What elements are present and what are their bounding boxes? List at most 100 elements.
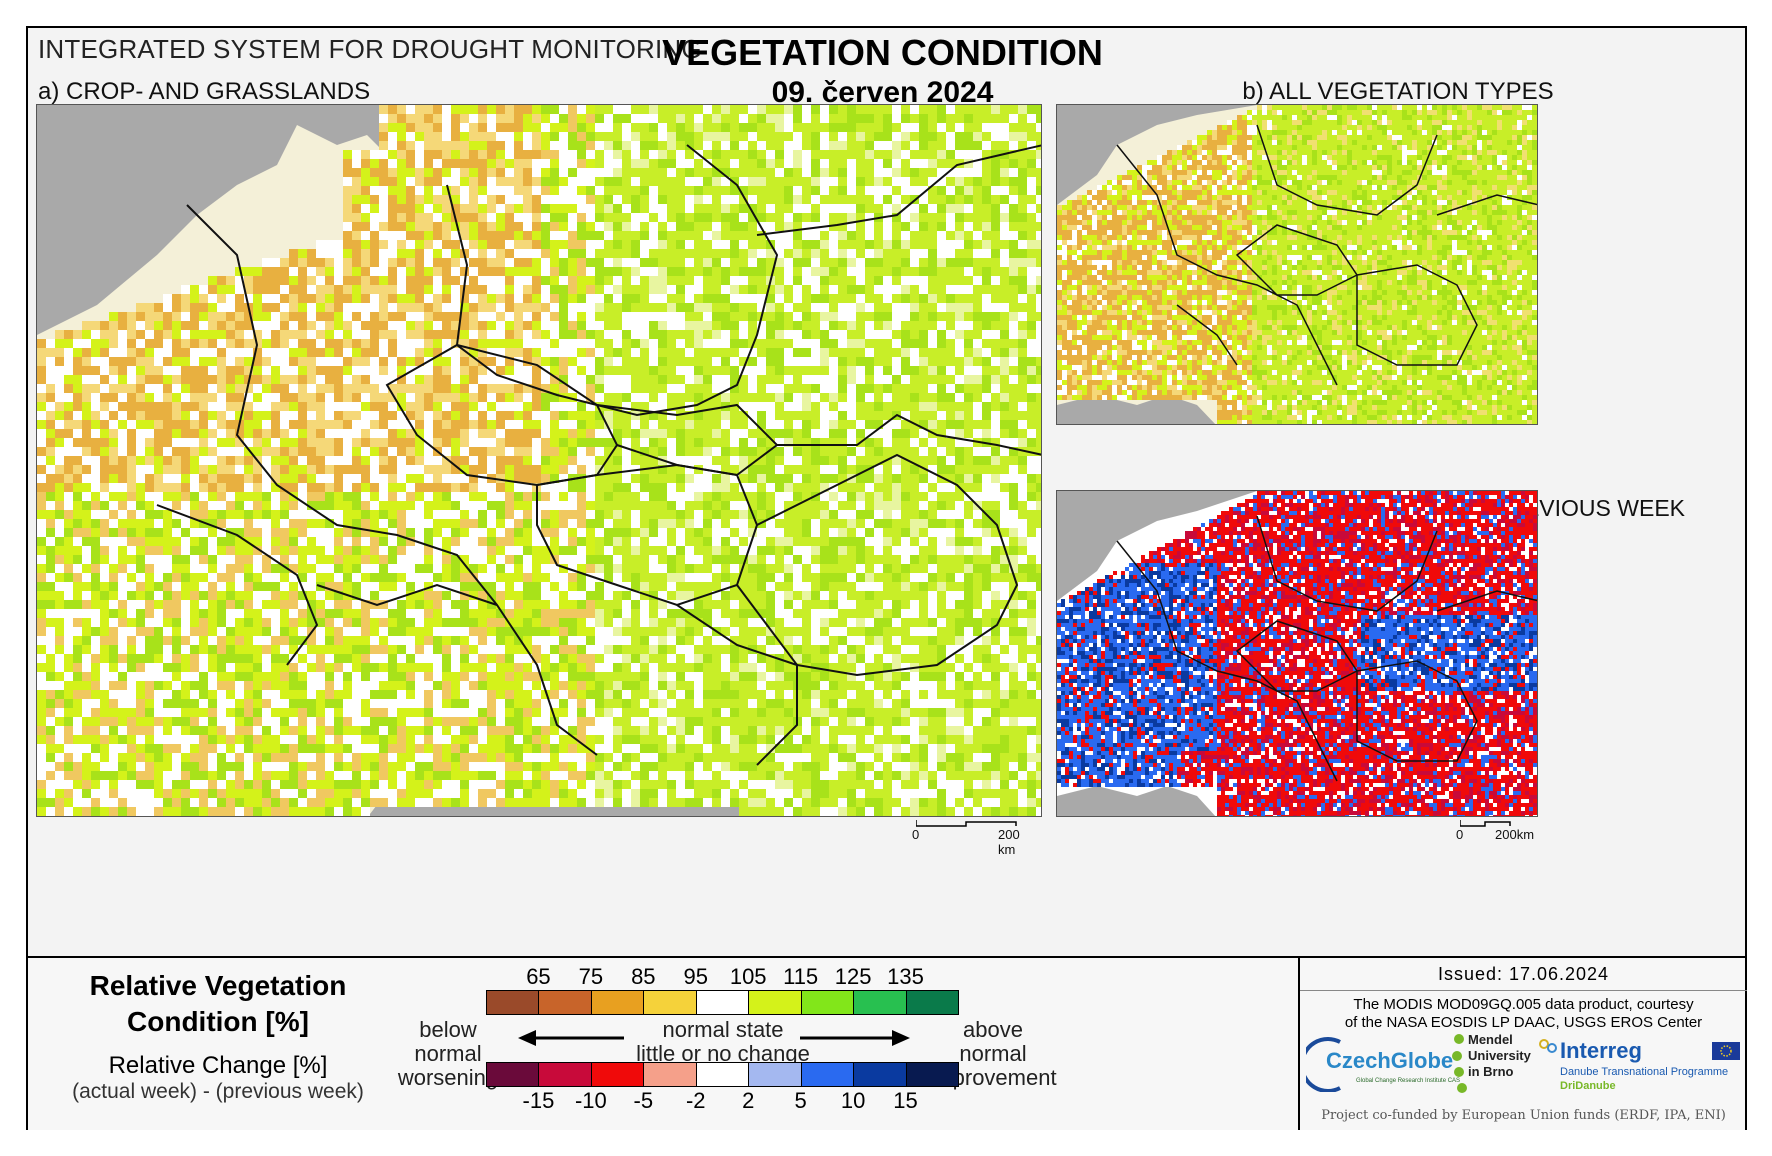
mendel-line-2: University (1468, 1048, 1531, 1064)
change-tick-label: -2 (686, 1088, 706, 1114)
czechglobe-logo: CzechGlobe Global Change Research Instit… (1306, 1036, 1460, 1096)
map-panel-crop-grasslands (36, 104, 1042, 817)
rvc-tick-label: 95 (684, 964, 708, 990)
scalebar-a-graphic (916, 820, 1017, 827)
change-tick-label: 5 (795, 1088, 807, 1114)
main-title: VEGETATION CONDITION (28, 32, 1749, 74)
change-swatch (486, 1062, 540, 1087)
country-borders-c (1116, 515, 1537, 782)
eu-flag-icon (1712, 1042, 1740, 1060)
rc-title: Relative Change [%] (68, 1052, 368, 1080)
czechglobe-arc-icon (1306, 1037, 1341, 1092)
mid-text-1: normal state (623, 1018, 823, 1042)
change-tick-label: 10 (841, 1088, 865, 1114)
rvc-tick-label: 125 (835, 964, 872, 990)
change-swatch (695, 1062, 750, 1087)
legend-area: Relative Vegetation Condition [%] Relati… (28, 956, 1747, 1130)
rvc-swatch (590, 990, 645, 1015)
right-arrow-icon (800, 1030, 910, 1046)
scalebar-c: 0 200km (1453, 820, 1543, 842)
change-tick-label: -10 (575, 1088, 607, 1114)
map-change (1057, 491, 1537, 816)
mendel-line-1: Mendel (1468, 1032, 1531, 1048)
rvc-tick-label: 85 (631, 964, 655, 990)
mendel-text: Mendel University in Brno (1468, 1032, 1531, 1080)
scalebar-a: 0 200 km (908, 820, 1038, 857)
czechglobe-text: CzechGlobe (1326, 1048, 1453, 1074)
interreg-logo: Interreg Danube Transnational Programme … (1536, 1034, 1744, 1104)
info-box: Issued: 17.06.2024 The MODIS MOD09GQ.005… (1298, 958, 1747, 1130)
rvc-swatch (538, 990, 592, 1015)
rvc-swatch (800, 990, 855, 1015)
vegetation-pixels-a (37, 105, 1041, 816)
bottom-ticks: -15 -10 -5 -2 2 5 10 15 (28, 1088, 1128, 1114)
change-swatch (748, 1062, 802, 1087)
map-crop-grasslands (37, 105, 1041, 816)
mid-text-2: little or no change (623, 1042, 823, 1066)
scalebar-c-dist: 200km (1495, 827, 1534, 842)
cofund-text: Project co-funded by European Union fund… (1300, 1108, 1747, 1123)
change-tick-label: -5 (634, 1088, 654, 1114)
info-divider (1300, 990, 1747, 991)
change-tick-label: 15 (893, 1088, 917, 1114)
rvc-tick-label: 135 (887, 964, 924, 990)
vegetation-pixels-b (1057, 105, 1537, 424)
left-arrow-icon (518, 1030, 624, 1046)
left-text-2: worsening (383, 1066, 513, 1090)
map-panel-all-vegetation (1056, 104, 1538, 425)
mendel-line-3: in Brno (1468, 1064, 1531, 1080)
credit-line-1: The MODIS MOD09GQ.005 data product, cour… (1300, 996, 1747, 1014)
scalebar-c-graphic (1460, 820, 1511, 827)
change-colorbar (486, 1062, 959, 1087)
rvc-swatch (695, 990, 750, 1015)
rvc-swatch (905, 990, 959, 1015)
change-swatch (590, 1062, 645, 1087)
change-swatch (643, 1062, 697, 1087)
date-label: 09. červen 2024 (28, 76, 1749, 110)
top-ticks: 65 75 85 95 105 115 125 135 (28, 964, 1128, 990)
scalebar-a-dist: 200 km (998, 827, 1038, 857)
map-frame: INTEGRATED SYSTEM FOR DROUGHT MONITORING… (26, 26, 1747, 1130)
change-tick-label: 2 (742, 1088, 754, 1114)
country-borders-b (1116, 124, 1537, 386)
mendel-logo: Mendel University in Brno (1450, 1032, 1550, 1102)
rvc-colorbar (486, 990, 959, 1015)
rvc-swatch (748, 990, 802, 1015)
rvc-tick-label: 105 (730, 964, 767, 990)
data-credit: The MODIS MOD09GQ.005 data product, cour… (1300, 996, 1747, 1032)
dridanube-text: DriDanube (1560, 1080, 1616, 1092)
rc-subtitle: (actual week) - (previous week) (48, 1080, 388, 1104)
scalebar-c-zero: 0 (1456, 827, 1463, 842)
interreg-subtext: Danube Transnational Programme (1560, 1066, 1728, 1078)
rvc-swatch (643, 990, 697, 1015)
interreg-text: Interreg (1560, 1038, 1642, 1064)
change-swatch (905, 1062, 959, 1087)
map-panel-change (1056, 490, 1538, 817)
left-text: below normal worsening (383, 1018, 513, 1090)
system-title: INTEGRATED SYSTEM FOR DROUGHT MONITORING (38, 34, 702, 65)
mendel-dots-icon (1452, 1034, 1467, 1093)
map-all-vegetation (1057, 105, 1537, 424)
interreg-swirl-icon (1539, 1039, 1557, 1053)
rvc-tick-label: 65 (526, 964, 550, 990)
country-borders-a (156, 144, 1041, 766)
right-text-1: above normal (928, 1018, 1058, 1066)
change-swatch (800, 1062, 855, 1087)
mid-text: normal state little or no change (623, 1018, 823, 1066)
panel-b-label: b) ALL VEGETATION TYPES (1058, 78, 1738, 106)
issued-date: Issued: 17.06.2024 (1300, 964, 1747, 985)
rvc-tick-label: 115 (783, 964, 818, 990)
rvc-tick-label: 75 (579, 964, 603, 990)
rvc-swatch (853, 990, 907, 1015)
scalebar-a-zero: 0 (912, 827, 919, 842)
left-text-1: below normal (383, 1018, 513, 1066)
czechglobe-subtext: Global Change Research Institute CAS (1356, 1078, 1460, 1084)
change-swatch (853, 1062, 907, 1087)
credit-line-2: of the NASA EOSDIS LP DAAC, USGS EROS Ce… (1300, 1014, 1747, 1032)
rvc-title-1: Relative Vegetation (68, 970, 368, 1002)
rvc-title-2: Condition [%] (68, 1006, 368, 1038)
change-swatch (538, 1062, 592, 1087)
panel-a-label: a) CROP- AND GRASSLANDS (38, 78, 370, 106)
rvc-swatch (486, 990, 540, 1015)
change-tick-label: -15 (523, 1088, 555, 1114)
